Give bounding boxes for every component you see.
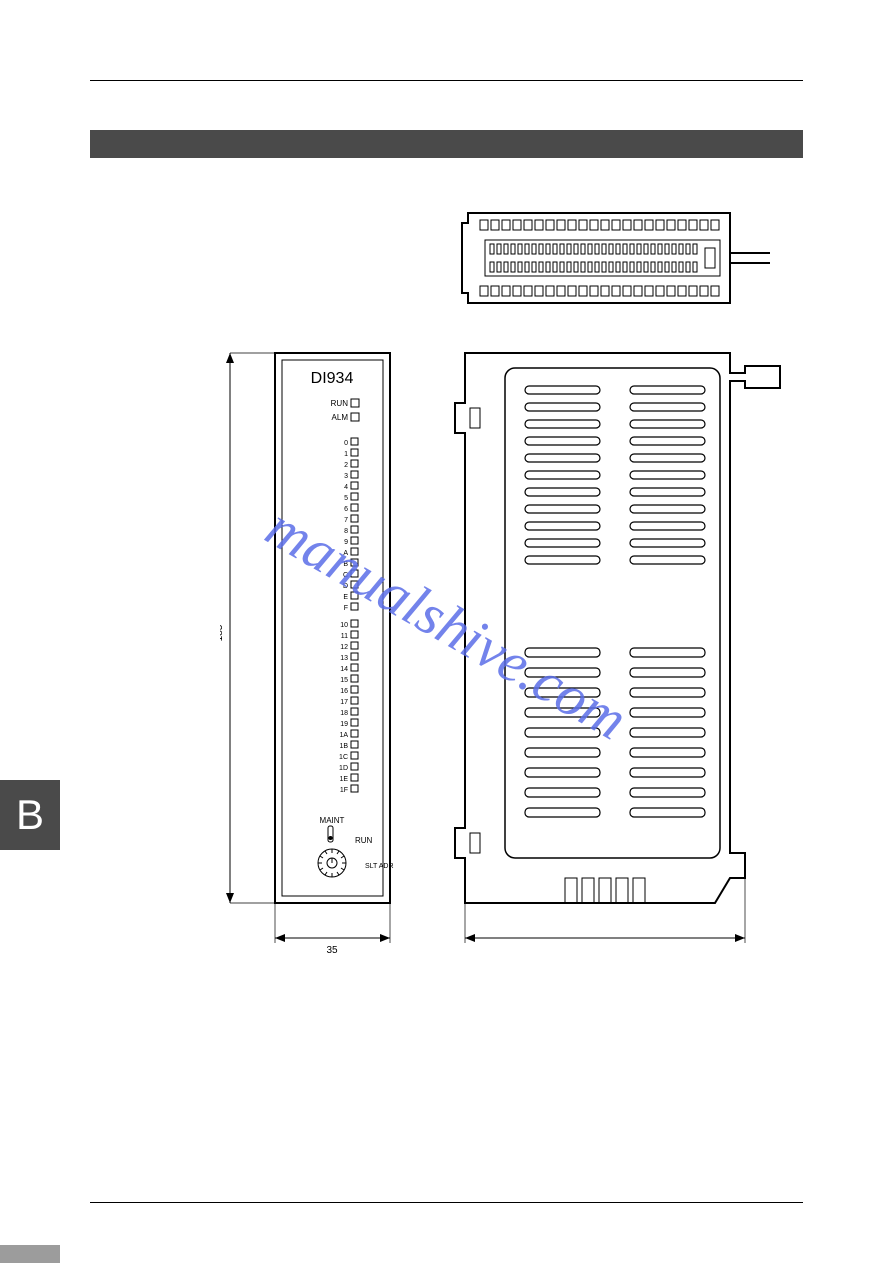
- channel-label: 1B: [339, 743, 348, 750]
- channel-label: 0: [344, 440, 348, 447]
- vent-slot: [630, 556, 705, 564]
- vent-slot: [525, 386, 600, 394]
- vent-slot: [630, 403, 705, 411]
- channel-label: 17: [340, 699, 348, 706]
- channel-label: 9: [344, 539, 348, 546]
- alm-led-label: ALM: [332, 413, 349, 422]
- vent-slot: [630, 539, 705, 547]
- channel-label: 1: [344, 451, 348, 458]
- vent-slot: [525, 708, 600, 717]
- channel-label: F: [344, 605, 348, 612]
- channel-label: A: [343, 550, 348, 557]
- maint-label: MAINT: [320, 816, 345, 825]
- vent-slot: [525, 488, 600, 496]
- channel-label: 1E: [339, 776, 348, 783]
- channel-label: 7: [344, 517, 348, 524]
- channel-label: 14: [340, 666, 348, 673]
- vent-slot: [525, 556, 600, 564]
- vent-slot: [525, 522, 600, 530]
- vent-slot: [525, 788, 600, 797]
- vent-slot: [525, 437, 600, 445]
- vent-slot: [525, 728, 600, 737]
- channel-label: B: [343, 561, 348, 568]
- channel-label: 1A: [339, 732, 348, 739]
- vent-slot: [630, 728, 705, 737]
- section-header-bar: [90, 130, 803, 158]
- model-label: DI934: [311, 370, 354, 387]
- channel-label: 4: [344, 484, 348, 491]
- page-container: manualshive.com: [0, 0, 893, 1263]
- channel-label: 1C: [339, 754, 348, 761]
- vent-slot: [630, 488, 705, 496]
- vent-slot: [525, 668, 600, 677]
- channel-label: 10: [340, 622, 348, 629]
- vent-slot: [525, 688, 600, 697]
- channel-label: C: [343, 572, 348, 579]
- vent-slot: [525, 539, 600, 547]
- channel-label: 16: [340, 688, 348, 695]
- vent-slot: [630, 668, 705, 677]
- vent-slot: [630, 454, 705, 462]
- rotary-label: SLT ADR: [365, 863, 394, 870]
- channel-label: 15: [340, 677, 348, 684]
- channel-label: 6: [344, 506, 348, 513]
- channel-label: 19: [340, 721, 348, 728]
- vent-slot: [630, 420, 705, 428]
- channel-label: D: [343, 583, 348, 590]
- vent-slot: [630, 471, 705, 479]
- channel-label: 1F: [340, 787, 348, 794]
- channel-label: 1D: [339, 765, 348, 772]
- vent-slot: [630, 505, 705, 513]
- vent-slot: [525, 420, 600, 428]
- module-top-view: [460, 198, 790, 318]
- vent-slot: [630, 688, 705, 697]
- vent-slot: [525, 808, 600, 817]
- vent-slot: [525, 748, 600, 757]
- module-side-view: [450, 348, 790, 978]
- vent-slot: [525, 454, 600, 462]
- run-led-label: RUN: [331, 399, 349, 408]
- channel-label: 18: [340, 710, 348, 717]
- module-front-view: 185 DI934 RUN ALM 0123456789ABCDEF101112…: [220, 348, 420, 978]
- vent-slot: [630, 768, 705, 777]
- dim-width: 35: [326, 945, 338, 956]
- vent-slot: [525, 768, 600, 777]
- vent-slot: [630, 522, 705, 530]
- channel-label: 12: [340, 644, 348, 651]
- header-rule: [90, 80, 803, 130]
- channel-label: 2: [344, 462, 348, 469]
- vent-slot: [630, 808, 705, 817]
- dim-height: 185: [220, 624, 225, 641]
- vent-slot: [525, 505, 600, 513]
- vent-slot: [525, 471, 600, 479]
- channel-label: 11: [341, 633, 348, 640]
- channel-label: 3: [344, 473, 348, 480]
- channel-label: E: [343, 594, 348, 601]
- channel-label: 13: [340, 655, 348, 662]
- footer-rule: [90, 1202, 803, 1203]
- vent-slot: [630, 788, 705, 797]
- run-switch-label: RUN: [355, 836, 373, 845]
- channel-label: 5: [344, 495, 348, 502]
- vent-slot: [630, 386, 705, 394]
- channel-label: 8: [344, 528, 348, 535]
- technical-diagram: manualshive.com: [90, 198, 803, 1048]
- vent-slot: [630, 708, 705, 717]
- vent-slot: [630, 748, 705, 757]
- vent-slot: [630, 648, 705, 657]
- footer-tab: [0, 1245, 60, 1263]
- vent-slot: [525, 648, 600, 657]
- vent-slot: [630, 437, 705, 445]
- vent-slot: [525, 403, 600, 411]
